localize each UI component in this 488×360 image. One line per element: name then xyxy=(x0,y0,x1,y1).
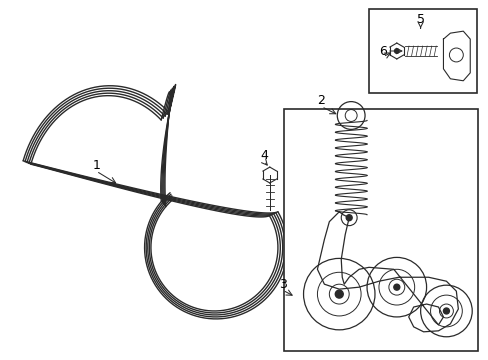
Circle shape xyxy=(443,308,448,314)
Circle shape xyxy=(335,290,343,298)
Text: 5: 5 xyxy=(416,13,424,26)
Circle shape xyxy=(393,48,399,54)
Text: 6: 6 xyxy=(378,45,386,58)
Bar xyxy=(368,9,476,93)
Bar xyxy=(283,109,477,351)
Text: 1: 1 xyxy=(92,159,100,172)
Text: 2: 2 xyxy=(317,94,325,107)
Circle shape xyxy=(292,304,298,310)
Circle shape xyxy=(393,284,399,290)
Text: 4: 4 xyxy=(260,149,267,162)
Polygon shape xyxy=(317,212,457,332)
Polygon shape xyxy=(443,31,469,81)
Text: 3: 3 xyxy=(278,278,286,291)
Circle shape xyxy=(346,215,351,221)
